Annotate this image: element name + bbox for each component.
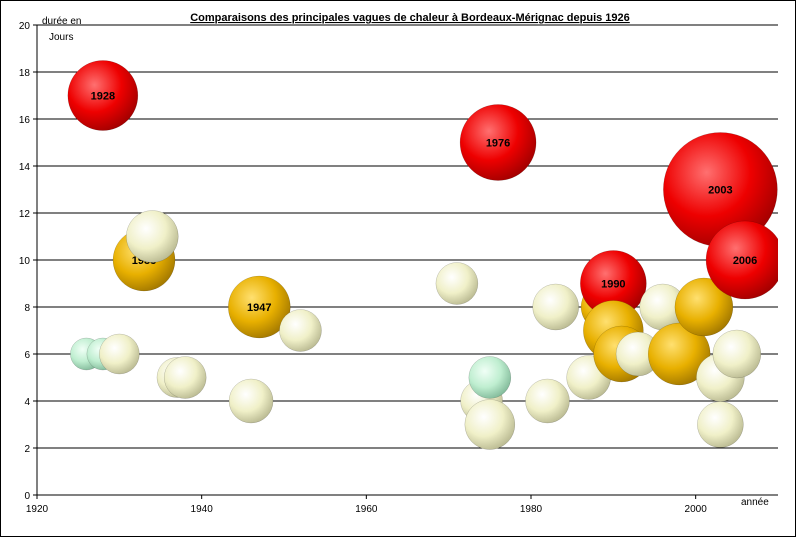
bubble <box>464 399 516 450</box>
bubble-2006 <box>705 220 778 300</box>
bubble-1947 <box>228 275 291 339</box>
y-tick-label: 6 <box>24 350 30 361</box>
y-tick-label: 20 <box>19 21 31 32</box>
bubble <box>228 378 274 424</box>
bubble-label-1990: 1990 <box>601 279 625 291</box>
bubble-label-1947: 1947 <box>247 302 271 314</box>
bubble <box>532 283 579 331</box>
x-tick-label: 2000 <box>685 504 708 515</box>
y-tick-label: 2 <box>24 444 30 455</box>
bubble <box>525 378 570 424</box>
y-tick-label: 14 <box>19 162 31 173</box>
bubble-label-2006: 2006 <box>733 255 757 267</box>
bubble-series: 1928193319471976199020032006 <box>67 60 778 450</box>
bubble <box>435 262 479 305</box>
x-axis-label: année <box>741 497 769 508</box>
y-tick-label: 0 <box>24 491 30 502</box>
x-tick-label: 1960 <box>355 504 378 515</box>
chart-title: Comparaisons des principales vagues de c… <box>190 12 630 24</box>
bubble <box>647 322 711 386</box>
bubble <box>674 277 734 337</box>
y-tick-label: 18 <box>19 68 31 79</box>
bubble-label-2003: 2003 <box>708 185 732 197</box>
bubble <box>468 356 512 399</box>
bubble-label-1976: 1976 <box>486 138 510 150</box>
bubble <box>99 333 140 375</box>
y-axis-label-line2: Jours <box>49 32 73 43</box>
bubble <box>163 356 207 399</box>
x-tick-label: 1980 <box>520 504 543 515</box>
gridlines <box>37 24 778 449</box>
x-tick-label: 1940 <box>191 504 214 515</box>
y-tick-label: 4 <box>24 397 30 408</box>
y-tick-label: 10 <box>19 256 31 267</box>
bubble <box>126 210 179 263</box>
y-tick-label: 8 <box>24 303 30 314</box>
axis-ticks: 0 2 4 6 8 10 12 14 16 18 20 1920 1940 1960 1980 2000 <box>19 21 707 515</box>
bubble <box>697 401 744 448</box>
y-tick-label: 16 <box>19 115 31 126</box>
bubble-1976 <box>459 104 537 181</box>
y-tick-label: 12 <box>19 209 31 220</box>
bubble-label-1928: 1928 <box>91 91 115 103</box>
bubble-1928 <box>67 60 139 131</box>
bubble <box>712 329 762 379</box>
bubble <box>279 309 322 352</box>
y-axis-label-line1: durée en <box>42 16 81 27</box>
x-tick-label: 1920 <box>26 504 49 515</box>
